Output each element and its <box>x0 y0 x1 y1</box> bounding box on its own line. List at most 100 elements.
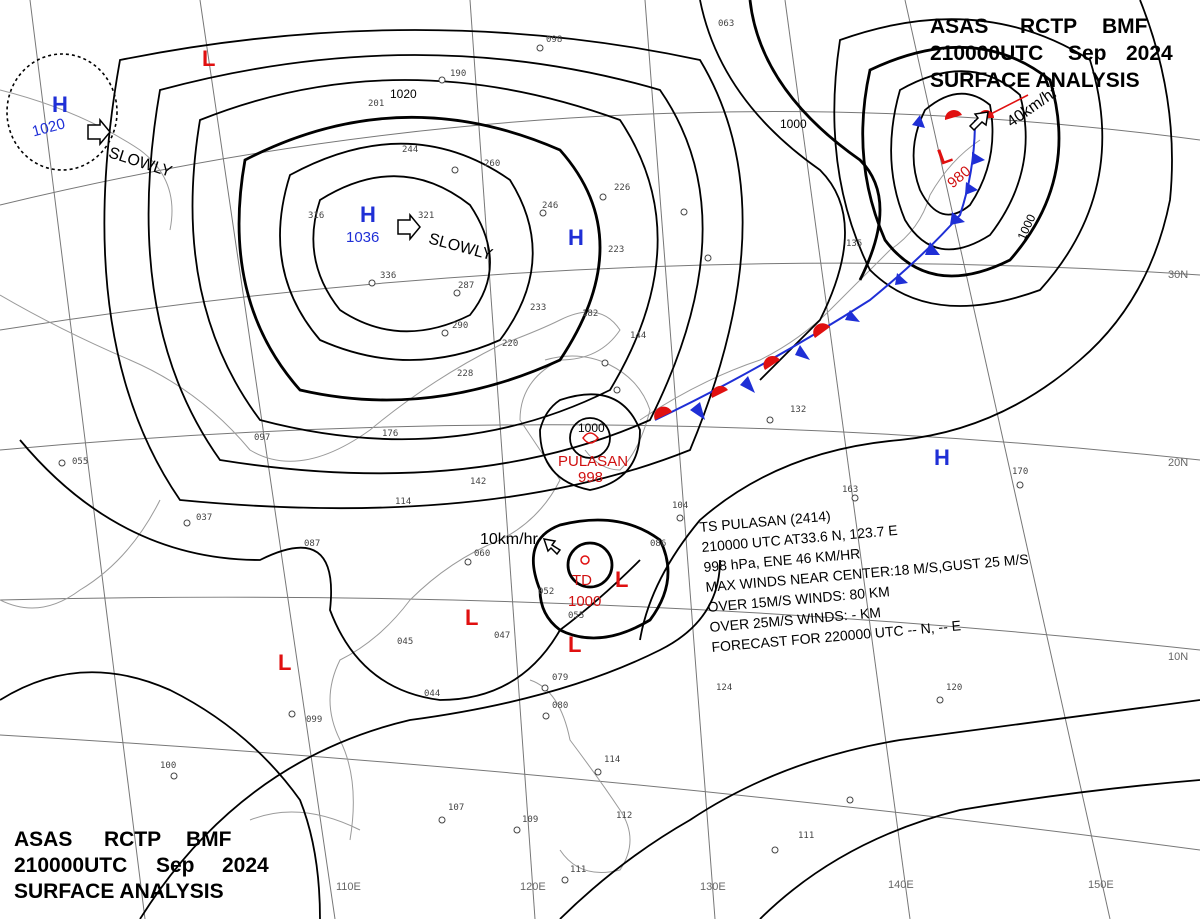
station-dot <box>541 684 549 692</box>
station-report: 111 <box>798 831 814 841</box>
lat-label: 20N <box>1168 457 1188 469</box>
cold-front-pip <box>845 310 860 322</box>
motion-arrows <box>87 111 989 556</box>
pressure-systems: H 1020 SLOWLY H 1036 SLOWLY H H L L 980 … <box>30 46 1061 675</box>
isobar-1004-north <box>699 0 846 381</box>
station-dot <box>539 209 547 217</box>
station-report: 290 <box>452 321 468 331</box>
station-report: 097 <box>254 433 270 443</box>
station-report: 055 <box>568 611 584 621</box>
lat-line-40n <box>0 111 1200 206</box>
tropical-depression-icon <box>580 555 590 565</box>
header-time: 210000UTC <box>930 42 1043 65</box>
cold-front-pip <box>972 152 985 165</box>
cold-front-pip <box>965 182 978 195</box>
lon-label: 130E <box>700 881 726 893</box>
station-dot <box>513 826 521 834</box>
isobar-label-1020: 1020 <box>390 87 417 101</box>
station-dot <box>438 76 446 84</box>
station-report: 142 <box>470 477 486 487</box>
header-bottom-left: ASAS RCTP BMF 210000UTC Sep 2024 SURFACE… <box>14 828 269 903</box>
high-nw-dotted-ring <box>6 53 118 171</box>
lat-line-0 <box>0 734 1200 851</box>
tropical-storm-icon <box>582 432 599 444</box>
header-station: RCTP <box>1020 15 1077 38</box>
cold-front-pip <box>740 376 755 393</box>
station-report: 086 <box>650 539 666 549</box>
station-report: 336 <box>380 271 396 281</box>
station-dot <box>536 44 544 52</box>
station-report: 170 <box>1012 467 1028 477</box>
station-report: 220 <box>502 339 518 349</box>
isobar-980 <box>912 92 994 216</box>
warm-front-pip <box>944 110 962 120</box>
isobar-1016 <box>191 79 659 441</box>
pulasan-ring-outer <box>539 393 641 491</box>
motion-label: 10km/hr <box>480 531 538 548</box>
station-report: 107 <box>448 803 464 813</box>
station-dot <box>771 846 779 854</box>
station-dot <box>288 710 296 718</box>
isobar-label-1000: 1000 <box>780 117 807 131</box>
station-report: 080 <box>552 701 568 711</box>
station-report: 132 <box>790 405 806 415</box>
station-report: 163 <box>842 485 858 495</box>
lon-label: 150E <box>1088 879 1114 891</box>
header-agency: ASAS <box>930 15 988 38</box>
station-dot <box>766 416 774 424</box>
station-report: 316 <box>308 211 324 221</box>
station-report: 321 <box>418 211 434 221</box>
station-dot <box>451 166 459 174</box>
low-symbol: L <box>465 605 478 630</box>
arrow-low-ne <box>968 111 989 132</box>
cold-front-pip <box>690 402 705 420</box>
japan-north-coast <box>889 139 981 251</box>
station-report: 244 <box>402 145 418 155</box>
station-report: 135 <box>846 239 862 249</box>
td-ring <box>566 541 614 589</box>
station-reports: 098 190 260 246 226 063 201 244 316 321 … <box>72 19 1028 875</box>
warm-front-pip <box>763 355 780 370</box>
header-agency: ASAS <box>14 828 72 851</box>
station-dot <box>58 459 66 467</box>
cold-front-pip <box>925 242 940 255</box>
station-dot <box>368 279 376 287</box>
header-office: BMF <box>186 828 232 851</box>
cold-front-pip <box>795 345 810 360</box>
station-dot <box>680 208 688 216</box>
station-report: 045 <box>397 637 413 647</box>
td-label: TD <box>572 572 592 589</box>
station-report: 063 <box>718 19 734 29</box>
isobar-1004 <box>833 18 1104 307</box>
station-dot <box>846 796 854 804</box>
station-report: 246 <box>542 201 558 211</box>
high-symbol: H <box>52 92 68 117</box>
station-dot <box>542 712 550 720</box>
lon-line-150e <box>904 0 1111 919</box>
station-report: 099 <box>306 715 322 725</box>
lon-line-120e <box>469 0 536 919</box>
station-report: 111 <box>570 865 586 875</box>
isobar-1000-bold-ne <box>861 45 1061 278</box>
station-report: 144 <box>630 331 646 341</box>
station-report: 100 <box>160 761 176 771</box>
low-symbol: L <box>278 650 291 675</box>
header-top-right: ASAS RCTP BMF 210000UTC Sep 2024 SURFACE… <box>930 15 1173 92</box>
station-dot <box>594 768 602 776</box>
isobar-1008-east <box>639 0 1173 641</box>
station-report: 079 <box>552 673 568 683</box>
station-report: 109 <box>522 815 538 825</box>
header-year: 2024 <box>222 854 269 877</box>
header-title: SURFACE ANALYSIS <box>930 69 1140 92</box>
station-report: 176 <box>382 429 398 439</box>
station-dot <box>183 519 191 527</box>
td-outer-ring <box>532 518 670 640</box>
high-symbol: H <box>568 225 584 250</box>
cold-front-pip <box>950 212 965 225</box>
header-office: BMF <box>1102 15 1148 38</box>
low-symbol: L <box>568 632 581 657</box>
isobar-1036-inner <box>312 175 491 333</box>
lat-label: 30N <box>1168 269 1188 281</box>
storm-name: PULASAN <box>558 453 628 470</box>
